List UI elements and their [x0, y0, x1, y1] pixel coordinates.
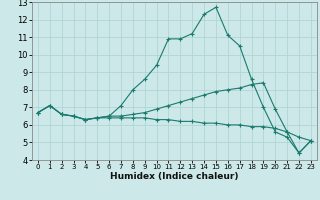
X-axis label: Humidex (Indice chaleur): Humidex (Indice chaleur): [110, 172, 239, 181]
